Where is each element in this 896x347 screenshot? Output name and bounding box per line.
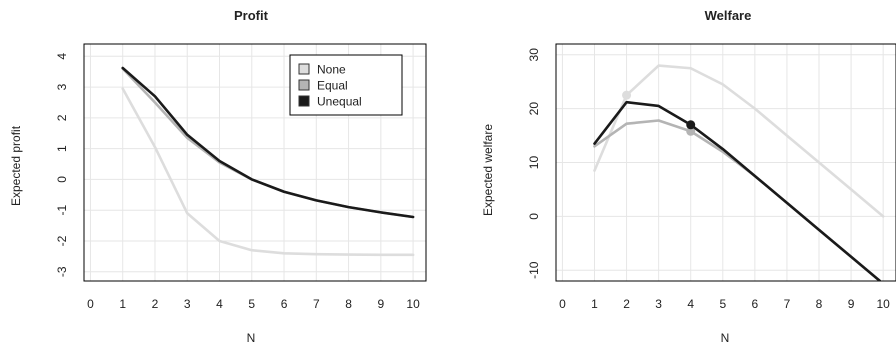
- welfare-x-tick-9: 9: [848, 297, 855, 311]
- profit-chart: Profit N Expected profit 0 1 2 3 4 5 6 7 8 9 10-3-…: [9, 8, 427, 345]
- profit-y-tick-3: 3: [55, 83, 69, 90]
- welfare-x-tick-7: 7: [784, 297, 791, 311]
- welfare-x-tick-5: 5: [719, 297, 726, 311]
- welfare-x-tick-8: 8: [816, 297, 823, 311]
- welfare-x-tick-3: 3: [655, 297, 662, 311]
- welfare-line-unequal: [593, 100, 882, 281]
- welfare-x-tick-0: 0: [559, 297, 566, 311]
- profit-x-tick-3: 3: [184, 297, 191, 311]
- welfare-chart-title: Welfare: [705, 8, 752, 23]
- welfare-y-axis-label: Expected welfare: [481, 124, 495, 216]
- profit-x-tick-5: 5: [248, 297, 255, 311]
- welfare-x-tick-2: 2: [623, 297, 630, 311]
- profit-y-tick-0: 0: [55, 176, 69, 183]
- welfare-x-tick-6: 6: [752, 297, 759, 311]
- profit-chart-title: Profit: [234, 8, 269, 23]
- profit-x-tick-0: 0: [87, 297, 94, 311]
- profit-x-tick-4: 4: [216, 297, 223, 311]
- welfare-line-none: [593, 64, 885, 218]
- profit-x-tick-6: 6: [281, 297, 288, 311]
- legend-label-unequal: Unequal: [317, 95, 362, 109]
- profit-y-tick-2: 2: [55, 114, 69, 121]
- profit-y-tick--1: -1: [55, 205, 69, 216]
- profit-line-none: [121, 87, 415, 257]
- welfare-x-tick-1: 1: [591, 297, 598, 311]
- profit-plot-frame: [83, 43, 427, 282]
- welfare-point-unequal: [686, 120, 696, 130]
- welfare-point-equal: [686, 126, 696, 136]
- profit-line-unequal: [121, 66, 415, 219]
- welfare-plot-frame: [555, 43, 896, 282]
- profit-x-axis-label: N: [247, 331, 256, 345]
- profit-x-tick-7: 7: [313, 297, 320, 311]
- welfare-line-equal: [593, 119, 882, 281]
- legend-label-none: None: [317, 63, 346, 77]
- profit-x-tick-9: 9: [377, 297, 384, 311]
- profit-y-axis-label: Expected profit: [9, 125, 23, 206]
- welfare-x-tick-4: 4: [687, 297, 694, 311]
- welfare-y-tick-10: 10: [527, 156, 541, 170]
- profit-y-tick-1: 1: [55, 145, 69, 152]
- profit-y-tick--3: -3: [55, 266, 69, 277]
- welfare-y-tick--10: -10: [527, 261, 541, 279]
- legend-label-equal: Equal: [317, 79, 348, 93]
- welfare-point-none: [622, 90, 632, 100]
- welfare-y-tick-30: 30: [527, 48, 541, 62]
- profit-y-tick-4: 4: [55, 53, 69, 60]
- profit-y-tick--2: -2: [55, 235, 69, 246]
- welfare-series-group: [593, 64, 885, 281]
- welfare-chart: Welfare N Expected welfare 0 1 2 3 4 5 6 7 8 9 10 -…: [481, 8, 896, 345]
- profit-x-tick-8: 8: [345, 297, 352, 311]
- profit-x-tick-10: 10: [406, 297, 420, 311]
- welfare-x-tick-10: 10: [876, 297, 890, 311]
- welfare-y-tick-0: 0: [527, 213, 541, 220]
- profit-series-group: [121, 66, 415, 257]
- legend-swatch-equal: [298, 79, 310, 91]
- profit-x-tick-1: 1: [119, 297, 126, 311]
- legend-swatch-none: [298, 63, 310, 75]
- welfare-y-tick-20: 20: [527, 102, 541, 116]
- legend-swatch-unequal: [298, 95, 310, 107]
- profit-x-tick-2: 2: [152, 297, 159, 311]
- welfare-x-axis-label: N: [721, 331, 730, 345]
